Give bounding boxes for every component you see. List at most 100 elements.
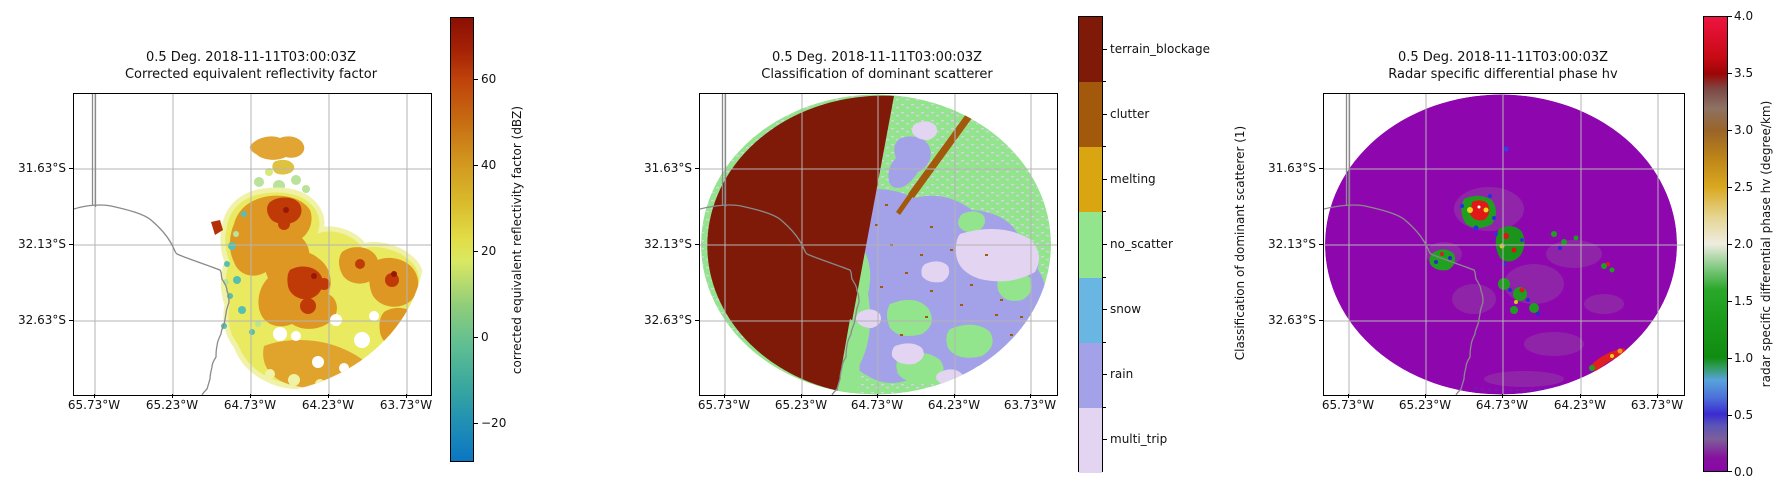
- panel1-ytick-1: 32.13°S: [18, 237, 66, 251]
- panel3-map: [1323, 93, 1685, 396]
- classification-colorbar: [1078, 16, 1103, 473]
- tick: [1580, 394, 1581, 398]
- cbar3-tick-40: 4.0: [1734, 9, 1754, 23]
- cbar2-swatch-melting: [1079, 147, 1102, 213]
- panel1-border-line: [74, 94, 230, 395]
- minor-tick: [1103, 81, 1106, 82]
- tick: [801, 394, 802, 398]
- panel2-map: [699, 93, 1058, 396]
- panel3-ytick-0: 31.63°S: [1268, 161, 1316, 175]
- panel2-ytick-2: 32.63°S: [644, 313, 692, 327]
- panel1-title: 0.5 Deg. 2018-11-11T03:00:03Z Corrected …: [41, 49, 461, 83]
- minor-tick: [1103, 342, 1106, 343]
- kdp-map-image: [1324, 94, 1684, 395]
- panel3-gridlines: [1324, 94, 1684, 395]
- minor-tick: [1103, 211, 1106, 212]
- panel3-xtick-3: 64.23°W: [1553, 398, 1607, 412]
- cbar2-label-rain: rain: [1110, 367, 1134, 381]
- panel2-title-line2: Classification of dominant scatterer: [761, 67, 993, 82]
- tick: [1103, 49, 1107, 50]
- tick: [1728, 301, 1732, 302]
- tick: [1728, 415, 1732, 416]
- tick: [250, 394, 251, 398]
- cbar2-swatch-snow: [1079, 277, 1102, 343]
- cbar2-label-multi-trip: multi_trip: [1110, 432, 1168, 446]
- panel3-xtick-2: 64.73°W: [1475, 398, 1529, 412]
- tick: [69, 320, 73, 321]
- panel3-title-line2: Radar specific differential phase hv: [1388, 67, 1618, 82]
- tick: [695, 244, 699, 245]
- panel1-title-line2: Corrected equivalent reflectivity factor: [124, 67, 378, 82]
- tick: [1103, 309, 1107, 310]
- cbar3-tick-30: 3.0: [1734, 123, 1754, 137]
- panel2-xtick-4: 63.73°W: [1003, 398, 1057, 412]
- panel3-ytick-1: 32.13°S: [1268, 237, 1316, 251]
- tick: [328, 394, 329, 398]
- panel3-title-line1: 0.5 Deg. 2018-11-11T03:00:03Z: [1397, 50, 1609, 65]
- tick: [69, 168, 73, 169]
- tick: [69, 244, 73, 245]
- panel3-ytick-2: 32.63°S: [1268, 313, 1316, 327]
- tick: [1728, 130, 1732, 131]
- panel3-xtick-1: 65.23°W: [1398, 398, 1452, 412]
- cbar2-swatch-no-scatter: [1079, 212, 1102, 278]
- tick: [94, 394, 95, 398]
- kdp-colorbar: [1703, 16, 1728, 472]
- tick: [1103, 374, 1107, 375]
- tick: [1103, 244, 1107, 245]
- cbar2-label-clutter: clutter: [1110, 107, 1150, 121]
- panel1-xtick-2: 64.73°W: [223, 398, 277, 412]
- minor-tick: [1103, 407, 1106, 408]
- panel1-xtick-1: 65.23°W: [145, 398, 199, 412]
- cbar2-swatch-multi-trip: [1079, 407, 1102, 473]
- tick: [1728, 16, 1732, 17]
- tick: [1728, 73, 1732, 74]
- tick: [1728, 244, 1732, 245]
- panel1-ytick-0: 31.63°S: [18, 161, 66, 175]
- panel2-border-line: [700, 94, 860, 395]
- cbar1-tick-20: 20: [481, 244, 497, 258]
- tick: [172, 394, 173, 398]
- minor-tick: [1103, 146, 1106, 147]
- tick: [1728, 187, 1732, 188]
- cbar3-label: radar specific differential phase hv (de…: [1759, 100, 1773, 388]
- panel3-border-line: [1324, 94, 1484, 395]
- tick: [1728, 358, 1732, 359]
- tick: [1319, 320, 1323, 321]
- cbar3-tick-20: 2.0: [1734, 237, 1754, 251]
- tick: [1103, 114, 1107, 115]
- cbar1-tick-40: 40: [481, 158, 497, 172]
- cbar3-tick-10: 1.0: [1734, 351, 1754, 365]
- panel2-xtick-0: 65.73°W: [697, 398, 751, 412]
- tick: [695, 168, 699, 169]
- cbar2-swatch-terrain-blockage: [1079, 17, 1102, 83]
- tick: [954, 394, 955, 398]
- cbar1-tick-60: 60: [481, 72, 497, 86]
- tick: [474, 337, 478, 338]
- panel3-ylabel: Classification of dominant scatterer (1): [1233, 125, 1247, 361]
- tick: [474, 423, 478, 424]
- cbar1-tick-m20: −20: [481, 416, 507, 430]
- tick: [1657, 394, 1658, 398]
- cbar3-tick-05: 0.5: [1734, 408, 1754, 422]
- panel1-xtick-0: 65.73°W: [67, 398, 121, 412]
- tick: [474, 79, 478, 80]
- panel2-ytick-1: 32.13°S: [644, 237, 692, 251]
- panel2-xtick-3: 64.23°W: [927, 398, 981, 412]
- tick: [1319, 244, 1323, 245]
- panel1-xtick-3: 64.23°W: [301, 398, 355, 412]
- tick: [474, 165, 478, 166]
- panel1-ytick-2: 32.63°S: [18, 313, 66, 327]
- reflectivity-colorbar: [450, 17, 474, 462]
- cbar1-tick-0: 0: [481, 330, 489, 344]
- cbar3-tick-15: 1.5: [1734, 294, 1754, 308]
- cbar2-label-melting: melting: [1110, 172, 1156, 186]
- tick: [724, 394, 725, 398]
- panel2-title: 0.5 Deg. 2018-11-11T03:00:03Z Classifica…: [667, 49, 1087, 83]
- panel2-title-line1: 0.5 Deg. 2018-11-11T03:00:03Z: [771, 50, 983, 65]
- tick: [877, 394, 878, 398]
- tick: [695, 320, 699, 321]
- panel1-xtick-4: 63.73°W: [379, 398, 433, 412]
- cbar3-tick-35: 3.5: [1734, 66, 1754, 80]
- cbar2-label-no-scatter: no_scatter: [1110, 237, 1173, 251]
